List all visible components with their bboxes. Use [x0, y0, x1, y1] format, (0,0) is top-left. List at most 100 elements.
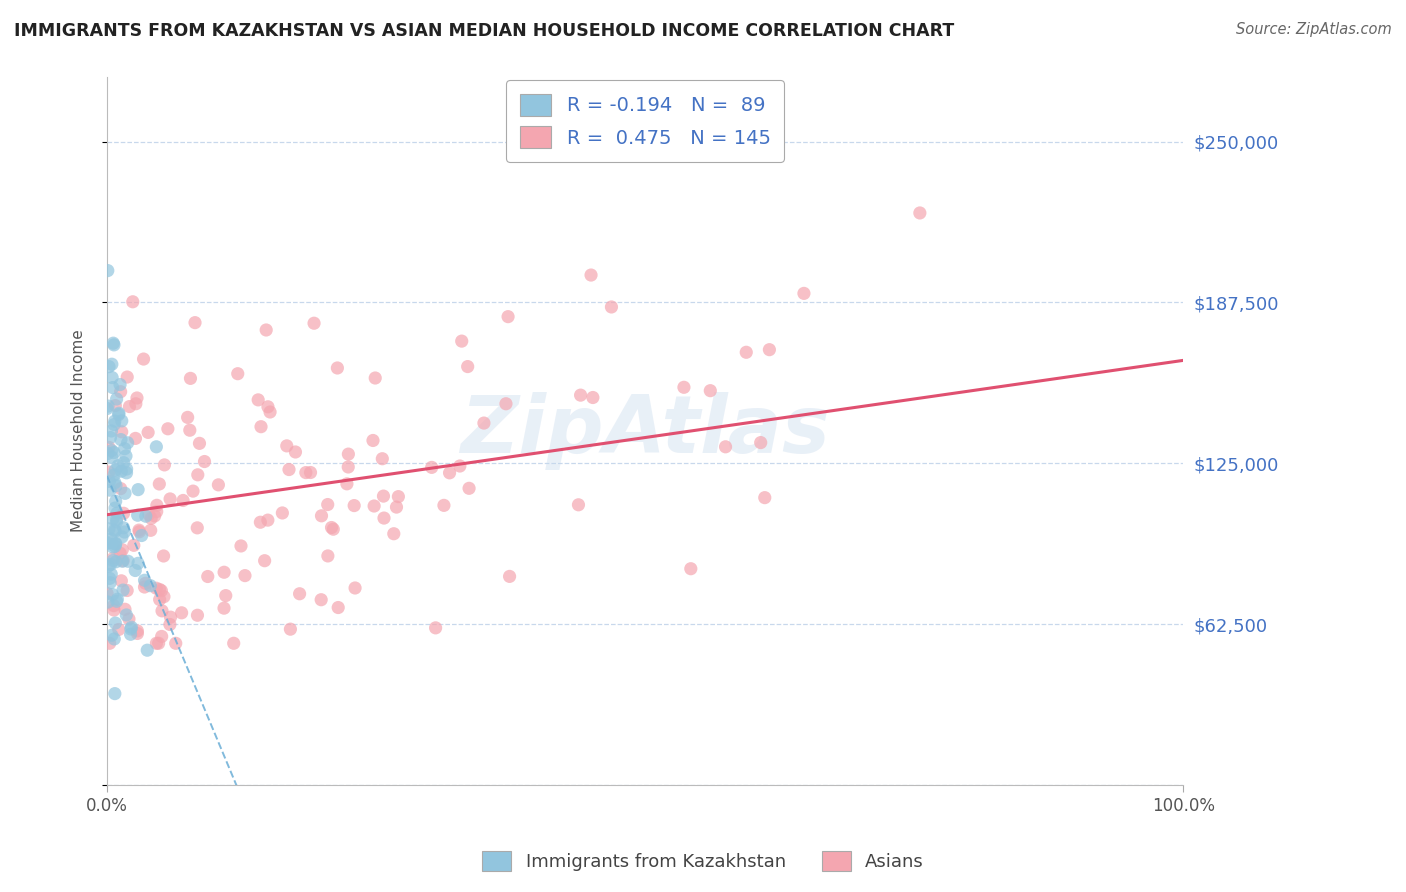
Point	[117, 554, 139, 568]
Point	[127, 624, 149, 638]
Point	[135, 576, 157, 591]
Point	[104, 463, 127, 477]
Point	[125, 391, 148, 405]
Point	[105, 515, 128, 529]
Point	[111, 542, 134, 557]
Point	[302, 316, 325, 330]
Point	[103, 632, 125, 646]
Point	[496, 310, 519, 324]
Point	[103, 523, 125, 537]
Point	[197, 569, 219, 583]
Point	[101, 380, 124, 394]
Point	[439, 466, 461, 480]
Point	[97, 263, 120, 277]
Point	[149, 582, 172, 597]
Point	[672, 380, 695, 394]
Point	[104, 475, 127, 490]
Point	[104, 414, 127, 428]
Point	[382, 526, 405, 541]
Point	[134, 574, 156, 588]
Point	[311, 508, 333, 523]
Point	[104, 524, 127, 539]
Point	[233, 568, 256, 582]
Point	[100, 424, 122, 438]
Point	[288, 587, 311, 601]
Point	[118, 612, 141, 626]
Point	[600, 300, 623, 314]
Point	[98, 575, 121, 590]
Point	[103, 417, 125, 432]
Point	[150, 629, 173, 643]
Point	[322, 522, 344, 536]
Point	[364, 371, 387, 385]
Point	[108, 377, 131, 392]
Point	[104, 615, 127, 630]
Point	[122, 538, 145, 552]
Point	[114, 442, 136, 456]
Point	[754, 491, 776, 505]
Point	[579, 268, 602, 282]
Point	[172, 493, 194, 508]
Point	[179, 371, 201, 385]
Point	[385, 500, 408, 514]
Point	[97, 559, 120, 574]
Point	[117, 435, 139, 450]
Point	[150, 604, 173, 618]
Point	[373, 489, 395, 503]
Point	[498, 569, 520, 583]
Point	[699, 384, 721, 398]
Point	[100, 532, 122, 546]
Point	[104, 687, 127, 701]
Text: ZipAtlas: ZipAtlas	[460, 392, 830, 470]
Point	[363, 499, 385, 513]
Point	[104, 536, 127, 550]
Point	[212, 566, 235, 580]
Point	[101, 512, 124, 526]
Point	[254, 323, 277, 337]
Point	[136, 643, 159, 657]
Point	[159, 617, 181, 632]
Point	[179, 423, 201, 437]
Point	[145, 504, 167, 518]
Point	[103, 551, 125, 566]
Point	[97, 535, 120, 549]
Point	[105, 592, 128, 607]
Point	[328, 600, 350, 615]
Point	[257, 513, 280, 527]
Point	[111, 414, 134, 428]
Point	[127, 508, 149, 523]
Point	[145, 440, 167, 454]
Point	[337, 447, 360, 461]
Point	[567, 498, 589, 512]
Point	[97, 399, 120, 413]
Point	[758, 343, 780, 357]
Point	[186, 521, 208, 535]
Point	[103, 468, 125, 483]
Point	[425, 621, 447, 635]
Point	[495, 397, 517, 411]
Point	[134, 580, 156, 594]
Point	[110, 574, 132, 588]
Point	[148, 636, 170, 650]
Point	[141, 511, 163, 525]
Point	[127, 626, 149, 640]
Point	[299, 466, 322, 480]
Point	[124, 431, 146, 445]
Point	[110, 482, 132, 496]
Point	[457, 359, 479, 374]
Point	[121, 294, 143, 309]
Point	[148, 477, 170, 491]
Point	[215, 589, 238, 603]
Point	[105, 594, 128, 608]
Point	[373, 511, 395, 525]
Point	[104, 494, 127, 508]
Point	[193, 454, 215, 468]
Point	[105, 479, 128, 493]
Point	[207, 478, 229, 492]
Point	[97, 522, 120, 536]
Point	[159, 491, 181, 506]
Point	[145, 581, 167, 595]
Point	[112, 521, 135, 535]
Point	[112, 583, 135, 598]
Point	[679, 562, 702, 576]
